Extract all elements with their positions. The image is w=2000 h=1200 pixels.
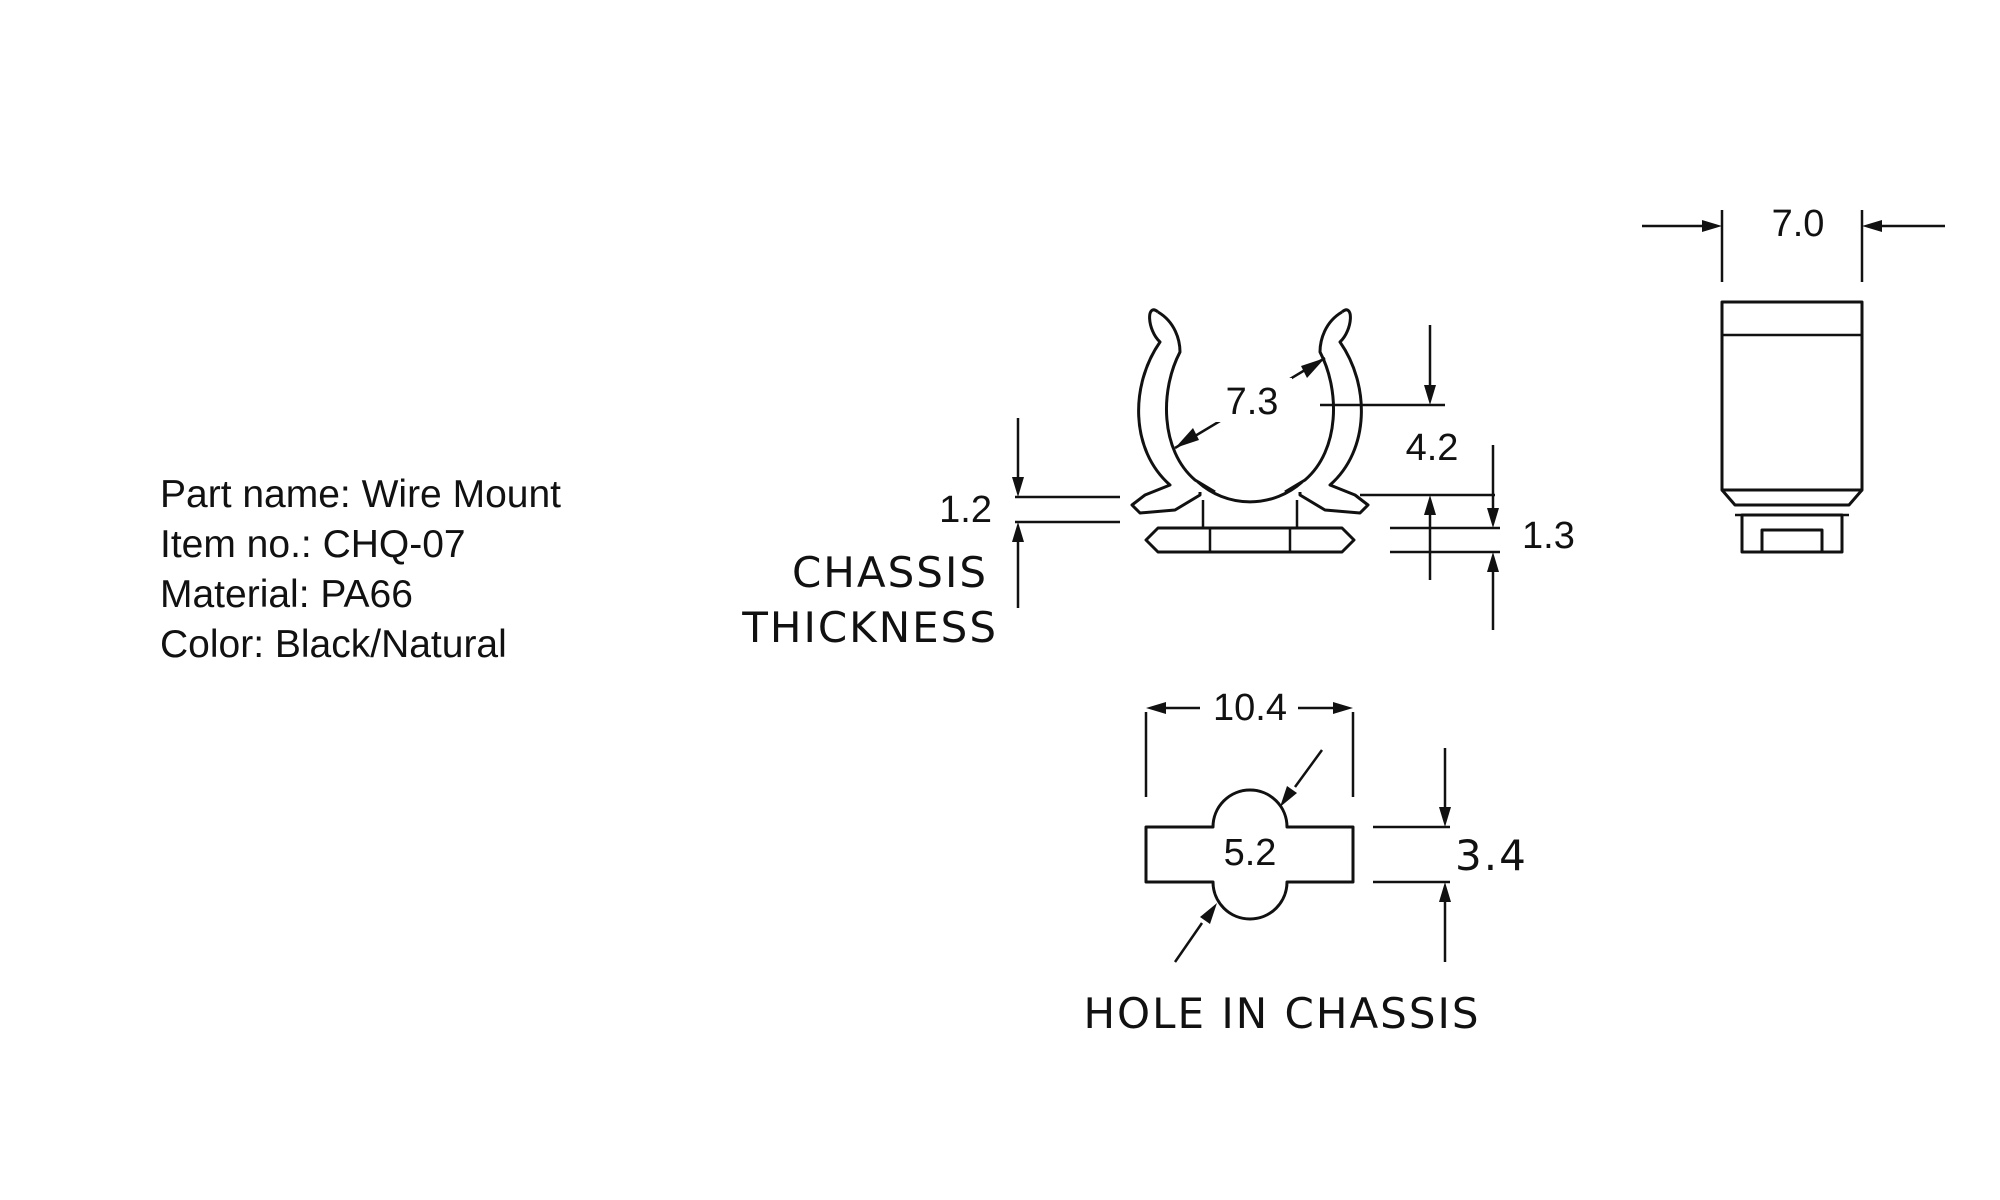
- dim-5-2-leader-top: [1293, 749, 1324, 788]
- dim-7-3-arrow-a: [1175, 428, 1199, 448]
- dim-4-2-label: 4.2: [1406, 427, 1459, 469]
- dim-1-3-arrow-top: [1487, 508, 1499, 528]
- dim-5-2-label: 5.2: [1224, 832, 1277, 874]
- dim-1-3-label: 1.3: [1522, 515, 1575, 557]
- dim-3-4-arrow-top: [1439, 807, 1451, 827]
- side-taper: [1720, 489, 1864, 507]
- hole-view: 5.2 10.4 3.4 HOLE IN CHASSIS: [1083, 687, 1528, 1038]
- side-view: 7.0: [1642, 203, 1945, 554]
- clip-base: [1144, 526, 1356, 554]
- item-no-text: Item no.: CHQ-07: [160, 523, 466, 566]
- dim-5-2-arrow-top: [1280, 786, 1297, 807]
- dim-7-0-arrow-right: [1862, 220, 1882, 232]
- dim-7-0-label: 7.0: [1772, 203, 1825, 245]
- spec-block: Part name: Wire Mount Item no.: CHQ-07 M…: [160, 470, 561, 670]
- chassis-thickness-note-line1: CHASSIS: [792, 548, 988, 597]
- dim-10-4-arrow-right: [1333, 702, 1353, 714]
- dim-7-0-arrow-left: [1702, 220, 1722, 232]
- dim-10-4-arrow-left: [1146, 702, 1166, 714]
- clip-seat-arc: [1197, 480, 1303, 504]
- hole-outline: [1144, 788, 1355, 921]
- dim-4-2-arrow-top: [1424, 385, 1436, 405]
- dim-7-3-label: 7.3: [1226, 381, 1279, 423]
- dim-5-2-leader-bottom: [1173, 922, 1204, 963]
- dim-3-4-label: 3.4: [1455, 831, 1528, 880]
- color-text: Color: Black/Natural: [160, 623, 507, 666]
- dim-1-3-arrow-bottom: [1487, 552, 1499, 572]
- dim-1-2-arrow-top: [1012, 477, 1024, 497]
- dim-5-2-arrow-bottom: [1200, 903, 1217, 924]
- dim-3-4-arrow-bottom: [1439, 882, 1451, 902]
- hole-in-chassis-note: HOLE IN CHASSIS: [1083, 989, 1480, 1038]
- dim-7-3-arrow-b: [1301, 358, 1325, 378]
- side-body: [1720, 300, 1864, 492]
- part-name-text: Part name: Wire Mount: [160, 473, 561, 516]
- dim-4-2-arrow-bottom: [1424, 495, 1436, 515]
- front-view: 7.3 4.2 1.3 1.2 CHASSIS THICKNESS: [741, 308, 1575, 652]
- clip-right-arm: [1298, 308, 1370, 515]
- side-base-slot: [1760, 528, 1824, 554]
- clip-right-arm-inner: [1284, 310, 1343, 494]
- material-text: Material: PA66: [160, 573, 413, 616]
- clip-left-arm-inner: [1157, 310, 1216, 494]
- clip-left-arm: [1130, 308, 1202, 515]
- dim-1-2-label: 1.2: [939, 489, 992, 531]
- chassis-thickness-note-line2: THICKNESS: [741, 603, 998, 652]
- dim-1-2-arrow-bottom: [1012, 522, 1024, 542]
- side-base: [1740, 513, 1844, 554]
- dim-10-4-label: 10.4: [1213, 687, 1287, 729]
